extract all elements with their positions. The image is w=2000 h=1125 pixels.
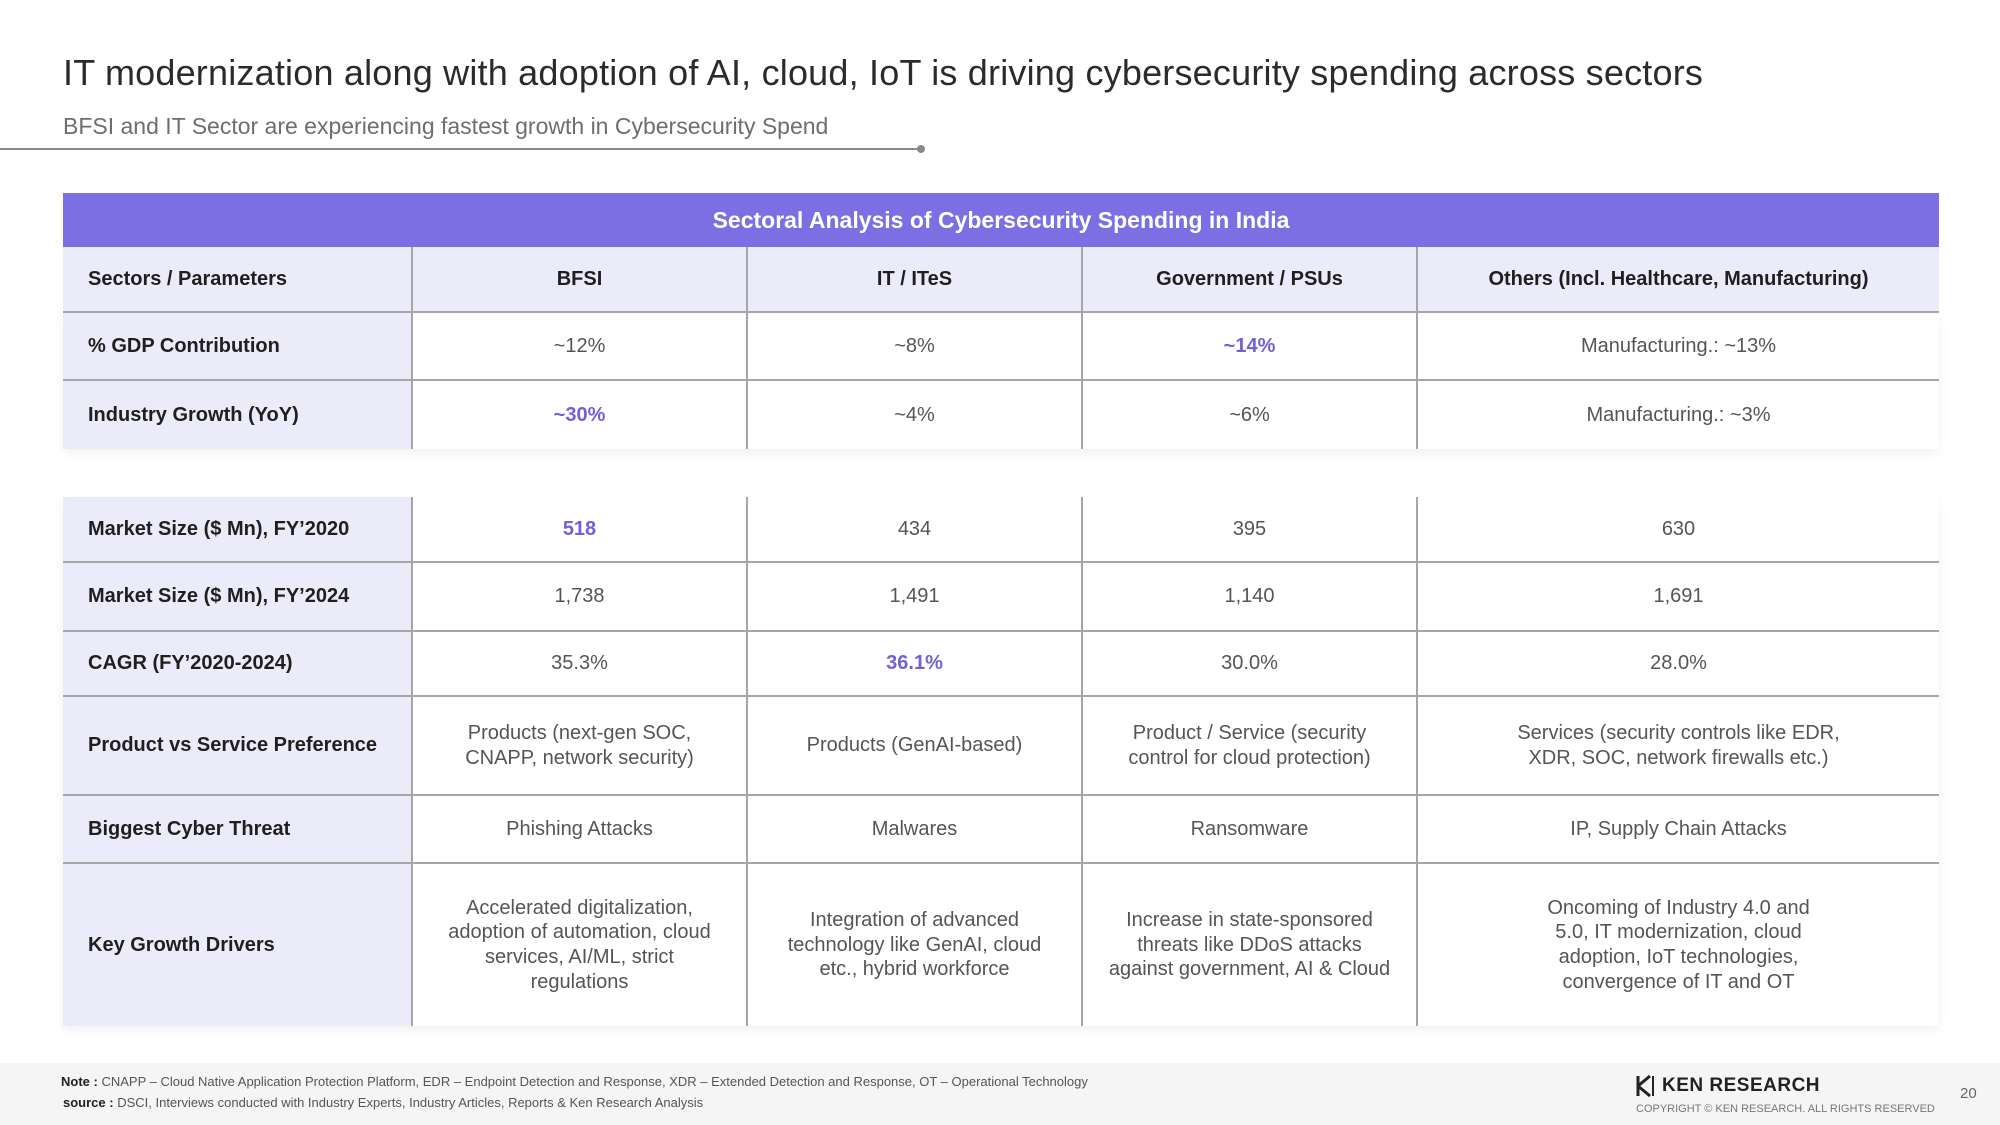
copyright-text: COPYRIGHT © KEN RESEARCH. ALL RIGHTS RES… [1636,1103,1935,1115]
table-cell: IP, Supply Chain Attacks [1418,796,1939,864]
table-cell: Products (GenAI-based) [748,697,1083,796]
table-row: Key Growth Drivers Accelerated digitaliz… [63,864,1939,1026]
header-others: Others (Incl. Healthcare, Manufacturing) [1418,247,1939,313]
page-title: IT modernization along with adoption of … [63,52,1704,93]
table-cell: Integration of advanced technology like … [748,864,1083,1026]
table-cell: 1,738 [413,563,748,632]
footer-bar [0,1063,2000,1125]
table-cell: 1,691 [1418,563,1939,632]
row-label-biggest-threat: Biggest Cyber Threat [63,796,413,864]
footer-note: Note : CNAPP – Cloud Native Application … [61,1074,1088,1089]
logo-text: KEN RESEARCH [1662,1075,1821,1096]
table-cell: Malwares [748,796,1083,864]
table-cell: 30.0% [1083,632,1418,697]
table-cell: Products (next-gen SOC, CNAPP, network s… [413,697,748,796]
row-label-gdp-contribution: % GDP Contribution [63,313,413,381]
table-row: % GDP Contribution ~12% ~8% ~14% Manufac… [63,313,1939,381]
table-cell: 395 [1083,497,1418,563]
row-label-key-growth-drivers: Key Growth Drivers [63,864,413,1026]
table-row: Market Size ($ Mn), FY’2024 1,738 1,491 … [63,563,1939,632]
table-cell: Product / Service (security control for … [1083,697,1418,796]
table-cell: Ransomware [1083,796,1418,864]
table-cell-highlight: 36.1% [748,632,1083,697]
table-row: Market Size ($ Mn), FY’2020 518 434 395 … [63,497,1939,563]
row-label-cagr: CAGR (FY’2020-2024) [63,632,413,697]
table-row: Biggest Cyber Threat Phishing Attacks Ma… [63,796,1939,864]
table-header-row: Sectors / Parameters BFSI IT / ITeS Gove… [63,247,1939,313]
page-subtitle: BFSI and IT Sector are experiencing fast… [63,113,829,139]
subtitle-divider-dot [917,145,925,153]
row-label-market-size-2020: Market Size ($ Mn), FY’2020 [63,497,413,563]
table-group-market: Market Size ($ Mn), FY’2020 518 434 395 … [63,497,1939,1026]
row-label-product-vs-service: Product vs Service Preference [63,697,413,796]
table-row: CAGR (FY’2020-2024) 35.3% 36.1% 30.0% 28… [63,632,1939,697]
subtitle-divider [0,148,920,150]
table-cell: Accelerated digitalization, adoption of … [413,864,748,1026]
table-cell-highlight: 518 [413,497,748,563]
table-cell: ~8% [748,313,1083,381]
table-cell: 35.3% [413,632,748,697]
ken-research-logo: KEN RESEARCH [1636,1074,1820,1098]
table-group-economic: % GDP Contribution ~12% ~8% ~14% Manufac… [63,313,1939,449]
table-cell: Manufacturing.: ~3% [1586,403,1771,426]
table-cell: Phishing Attacks [413,796,748,864]
table-cell: ~12% [413,313,748,381]
footer-source: source : DSCI, Interviews conducted with… [63,1095,704,1110]
ken-research-logo-icon [1636,1074,1654,1098]
table-title: Sectoral Analysis of Cybersecurity Spend… [63,193,1939,247]
table-cell: 434 [748,497,1083,563]
table-cell: 630 [1418,497,1939,563]
header-bfsi: BFSI [413,247,748,313]
table-cell: Manufacturing.: ~13% [1418,313,1939,381]
table-cell: Services (security controls like EDR, XD… [1418,697,1939,796]
sector-analysis-table: Sectoral Analysis of Cybersecurity Spend… [63,193,1939,1026]
table-cell-highlight: ~14% [1083,313,1418,381]
table-cell: 1,491 [748,563,1083,632]
table-row: Industry Growth (YoY) ~30% ~4% ~6% Manuf… [63,381,1939,449]
table-cell: Oncoming of Industry 4.0 and 5.0, IT mod… [1547,896,1810,993]
table-cell: 1,140 [1083,563,1418,632]
table-cell: Increase in state-sponsored threats like… [1083,864,1418,1026]
row-label-industry-growth: Industry Growth (YoY) [63,381,413,449]
table-group-gap [63,449,1939,497]
table-row: Product vs Service Preference Products (… [63,697,1939,796]
table-cell: ~4% [748,381,1083,449]
page-number: 20 [1960,1085,1977,1102]
table-cell: 28.0% [1418,632,1939,697]
header-sectors-parameters: Sectors / Parameters [63,247,413,313]
row-label-market-size-2024: Market Size ($ Mn), FY’2024 [63,563,413,632]
header-government-psus: Government / PSUs [1083,247,1418,313]
table-cell-highlight: ~30% [413,381,748,449]
table-cell: ~6% [1083,381,1418,449]
header-it-ites: IT / ITeS [748,247,1083,313]
